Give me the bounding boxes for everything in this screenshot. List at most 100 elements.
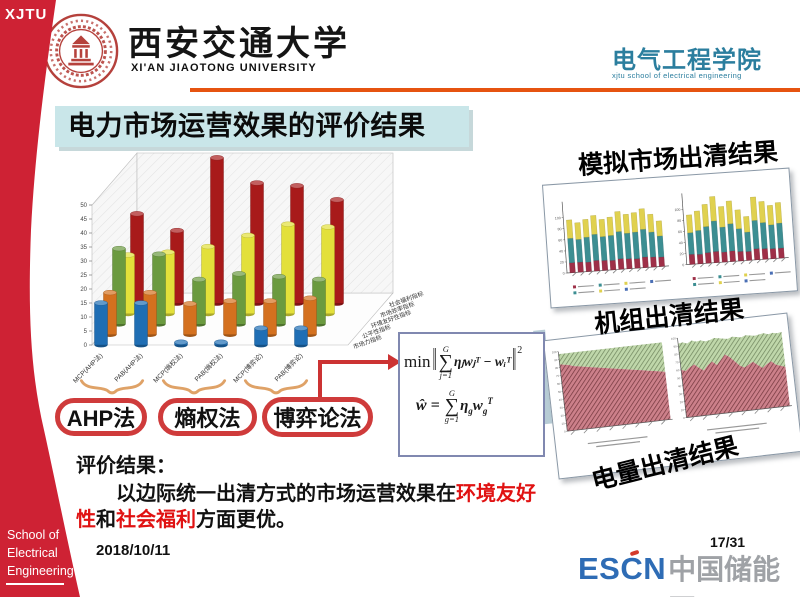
svg-text:50: 50: [558, 390, 562, 394]
svg-text:30: 30: [80, 259, 87, 265]
unit-clearing-area-chart-1: 0 10 20 30 40 50 60 70 80 90 100: [552, 342, 673, 448]
method-label: 博弈论法: [273, 406, 362, 431]
method-pill-game-theory: 博弈论法: [262, 397, 373, 437]
svg-text:0: 0: [562, 271, 564, 275]
svg-text:40: 40: [559, 398, 563, 402]
sidebar-school-name: School of Electrical Engineering: [7, 526, 74, 580]
unit-clearing-panel: 0 10 20 30 40 50 60 70 80 90 100 0 10 20 30 40 50 60 70 80…: [542, 312, 800, 480]
group-brace-ahp: [79, 379, 145, 395]
summation-symbol: G ∑ j=1: [438, 344, 453, 380]
school-line: School of: [7, 528, 60, 542]
svg-text:80: 80: [557, 227, 561, 231]
svg-text:35: 35: [80, 245, 87, 251]
svg-text:60: 60: [558, 238, 562, 242]
game-theory-weight-formula: min ‖ G ∑ j=1 ηⱼwⱼᵀ − wᵢᵀ ‖ 2 ŵ = G ∑ g=…: [398, 332, 545, 457]
formula-line-1: min ‖ G ∑ j=1 ηⱼwⱼᵀ − wᵢᵀ ‖ 2: [404, 344, 541, 380]
svg-text:70: 70: [675, 360, 679, 364]
group-brace-entropy: [161, 379, 227, 395]
svg-text:45: 45: [80, 217, 87, 223]
svg-text:50: 50: [677, 376, 681, 380]
conclusion-block: 评价结果： 以边际统一出清方式的市场运营效果在环境友好性和社会福利方面更优。: [76, 449, 540, 533]
svg-text:20: 20: [679, 252, 683, 256]
arrow-to-formula: [318, 354, 401, 400]
summation-symbol: G ∑ g=1: [444, 388, 460, 424]
svg-text:60: 60: [557, 382, 561, 386]
svg-text:80: 80: [674, 352, 678, 356]
simulated-clearing-panel: 0 20 40 60 80 100 0 20 40 60 80 100: [541, 167, 799, 309]
svg-text:30: 30: [679, 392, 683, 396]
conclusion-label: 评价结果：: [76, 455, 176, 477]
evaluation-3d-bar-chart: 05101520253035404550社会福利指标市场效率指标环境友好性指标公…: [71, 152, 425, 385]
svg-text:70: 70: [556, 374, 560, 378]
svg-text:0: 0: [564, 429, 566, 433]
header-divider: [190, 88, 800, 92]
svg-text:25: 25: [80, 273, 87, 279]
exponent: 2: [517, 345, 523, 356]
svg-text:40: 40: [559, 249, 563, 253]
slide-date: 2018/10/11: [96, 542, 171, 559]
school-name-underline: [6, 583, 64, 585]
svg-text:5: 5: [84, 329, 88, 335]
svg-text:20: 20: [560, 413, 564, 417]
svg-text:60: 60: [678, 230, 682, 234]
svg-text:90: 90: [554, 358, 558, 362]
svg-text:40: 40: [80, 231, 87, 237]
svg-text:0: 0: [683, 416, 685, 420]
formula-body: ηgwgT: [460, 396, 493, 416]
university-seal-logo: [43, 13, 119, 89]
college-name-cn: 电气工程学院: [612, 47, 762, 74]
escn-logo-accent: [629, 549, 640, 556]
university-name-en: XI'AN JIAOTONG UNIVERSITY: [131, 62, 317, 74]
conclusion-text: 以边际统一出清方式的市场运营效果在环境友好性和社会福利方面更优。: [76, 483, 536, 531]
college-name-en: xjtu school of electrical engineering: [612, 71, 742, 80]
svg-text:100: 100: [671, 336, 677, 341]
svg-text:40: 40: [679, 241, 683, 245]
svg-text:100: 100: [555, 216, 561, 220]
svg-text:20: 20: [560, 260, 564, 264]
norm-bar: ‖: [512, 344, 517, 378]
svg-text:30: 30: [559, 406, 563, 410]
school-line: Electrical: [7, 546, 58, 561]
escn-cn-text: 中国储能网: [668, 554, 781, 597]
page-number: 17/31: [710, 534, 746, 550]
svg-text:0: 0: [682, 263, 684, 267]
svg-text:15: 15: [80, 301, 87, 307]
min-operator: min: [404, 352, 431, 371]
sidebar-logo-text: XJTU: [5, 6, 48, 23]
svg-text:90: 90: [673, 344, 677, 348]
method-label: AHP法: [66, 406, 136, 431]
svg-text:10: 10: [561, 421, 565, 425]
university-name-cn: 西安交通大学: [128, 24, 350, 64]
method-label: 熵权法: [174, 406, 241, 431]
svg-text:40: 40: [678, 384, 682, 388]
highlight-welfare: 社会福利: [116, 509, 196, 531]
sidebar-red-ribbon: [0, 0, 80, 597]
simulated-clearing-bar-chart-1: 0 20 40 60 80 100: [555, 201, 672, 295]
svg-text:20: 20: [80, 287, 87, 293]
simulated-clearing-bar-chart-2: 0 20 40 60 80 100: [674, 193, 791, 287]
formula-body: ηⱼwⱼᵀ − wᵢᵀ: [453, 354, 512, 369]
svg-text:80: 80: [677, 219, 681, 223]
svg-text:0: 0: [84, 343, 88, 349]
svg-text:50: 50: [80, 203, 87, 209]
svg-text:100: 100: [674, 208, 680, 212]
svg-text:60: 60: [676, 368, 680, 372]
svg-text:10: 10: [80, 315, 87, 321]
escn-watermark: ESCN 中国储能网: [578, 548, 800, 597]
svg-text:20: 20: [680, 400, 684, 404]
unit-clearing-area-chart-2: 0 10 20 30 40 50 60 70 80 90 100: [671, 331, 792, 434]
school-line: Engineering: [7, 564, 74, 579]
svg-text:80: 80: [555, 366, 559, 370]
method-pill-entropy: 熵权法: [158, 398, 257, 436]
formula-line-2: ŵ = G ∑ g=1 ηgwgT: [416, 389, 543, 423]
page-title: 电力市场运营效果的评价结果: [55, 106, 469, 147]
svg-text:10: 10: [681, 408, 685, 412]
method-pill-ahp: AHP法: [55, 398, 147, 436]
highlight-env: 环境友好性: [76, 483, 536, 531]
norm-bar: ‖: [432, 344, 437, 378]
escn-logo-text: ESCN: [578, 549, 667, 586]
formula-lhs: ŵ =: [416, 397, 440, 414]
group-brace-game: [243, 379, 309, 395]
svg-text:100: 100: [552, 350, 558, 355]
